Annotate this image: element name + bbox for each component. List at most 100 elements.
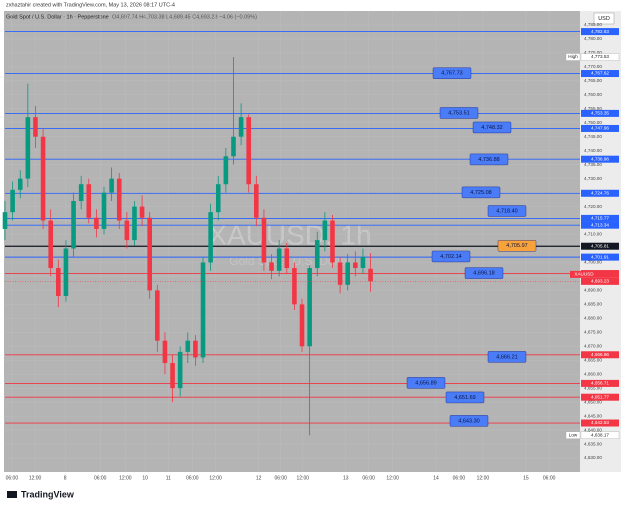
price-line-badge-label: 4,642.53 [591,420,609,425]
price-line-badge-label: 4,747.96 [591,126,609,131]
callout-label: 4,705.97 [506,243,527,249]
candle-body [368,268,373,282]
callout-label: 4,736.88 [478,157,499,163]
x-tick-label: 12:00 [297,475,310,481]
callout [439,107,479,119]
y-tick-label: 4,680.00 [584,316,602,321]
price-line-badge-label: 4,715.77 [591,216,609,221]
price-line-badge [581,28,619,36]
candle-body [330,220,335,263]
callout [432,67,472,79]
low-mark-label: 4,638.17 [591,432,609,437]
y-tick-label: 4,660.00 [584,371,602,376]
price-line-badge [581,351,619,359]
callout [497,240,537,252]
callout [461,186,501,199]
y-tick-label: 4,745.00 [584,134,602,139]
price-line-badge [581,124,619,132]
x-tick-label: 06:00 [274,475,287,481]
callout-label: 4,666.21 [496,354,517,360]
candle-body [345,262,351,285]
candle-body [353,262,358,269]
candle-body [193,340,198,358]
y-tick-label: 4,710.00 [584,232,602,237]
y-tick-label: 4,640.00 [584,427,602,432]
candle-body [170,363,175,389]
y-tick-label: 4,775.00 [584,50,602,55]
x-tick-label: 10 [142,475,148,481]
price-line-badge-label: 4,767.62 [591,71,609,76]
watermark-sub: Gold Spot / U.S. Dollar [229,254,350,268]
callout-label: 4,651.69 [454,395,475,401]
price-line-badge [581,242,619,250]
credit: zxhaztahir created with TradingView.com,… [6,2,175,8]
callout [464,267,504,279]
candle-body [48,220,53,269]
y-tick-label: 4,635.00 [584,441,602,446]
candle-body [177,351,183,389]
price-line-badge [581,379,619,387]
candle-body [101,192,107,229]
candle-body [155,290,160,341]
y-tick-label: 4,670.00 [584,343,602,348]
callout-label: 4,702.14 [440,254,461,260]
high-mark-badge [580,53,620,61]
symbol: Gold Spot / U.S. Dollar · 1h · Peppersto… [6,14,109,20]
price-line-badge [581,253,619,261]
price-line-badge [581,70,619,78]
y-tick-label: 4,765.00 [584,78,602,83]
candle-body [246,117,252,185]
callout-label: 4,643.30 [458,418,479,424]
callout [406,377,446,389]
price-line-badge [581,189,619,197]
candle-body [116,178,122,221]
y-tick-label: 4,665.00 [584,357,602,362]
x-tick-label: 12:00 [119,475,132,481]
candle-body [276,248,282,271]
ohlc: O4,697.74 H4,703.38 L4,689.45 C4,693.23 … [112,14,257,20]
x-tick-label: 13 [343,475,349,481]
y-tick-label: 4,645.00 [584,413,602,418]
high-mark-name-box [565,53,581,61]
callout [449,415,489,427]
y-tick-label: 4,675.00 [584,330,602,335]
last-price-badge [581,277,619,285]
logo: TradingView [7,489,75,499]
symbol-label: XAUUSD [574,272,594,277]
y-tick-label: 4,730.00 [584,176,602,181]
low-mark-name: Low [569,432,578,437]
low-mark-name-box [565,431,581,439]
candle-body [94,217,99,229]
high-mark-name: High [568,54,578,59]
candle-body [337,262,343,285]
candle-body [71,200,76,249]
currency: USD [598,16,610,22]
price-line-badge [581,155,619,163]
y-tick-label: 4,740.00 [584,148,602,153]
callout-label: 4,725.08 [470,190,491,196]
currency-box [593,12,615,25]
candle-body [200,262,206,358]
candle-body [132,206,137,241]
price-line-badge-label: 4,651.77 [591,394,609,399]
candle-body [25,117,31,179]
callout-label: 4,656.89 [415,380,436,386]
candle-body [292,268,297,305]
callout-label: 4,767.73 [441,71,462,77]
candle-body [215,184,221,213]
candle-body [231,136,236,157]
y-tick-label: 4,690.00 [584,288,602,293]
y-tick-label: 4,770.00 [584,64,602,69]
callout-label: 4,718.40 [496,208,517,214]
y-tick-label: 4,700.00 [584,260,602,265]
price-line-badge-label: 4,656.71 [591,381,609,386]
candle-body [261,217,267,263]
price-line-badge [581,221,619,229]
candle-body [314,240,320,269]
candle-body [299,304,305,347]
x-tick-label: 12:00 [29,475,42,481]
y-tick-label: 4,735.00 [584,162,602,167]
x-tick-label: 06:00 [453,475,466,481]
callout [445,391,485,404]
